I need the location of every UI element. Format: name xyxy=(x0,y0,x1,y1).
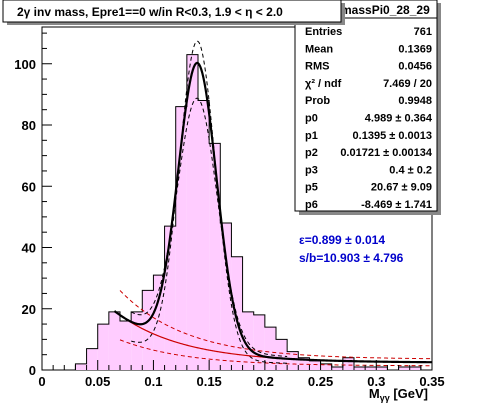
x-axis-label: Mγγ [GeV] xyxy=(369,386,428,403)
histogram-bar xyxy=(97,324,109,370)
histogram-bar xyxy=(331,366,343,370)
x-tick-label: 0.15 xyxy=(196,374,221,389)
y-tick-label: 20 xyxy=(22,302,36,317)
histogram-bar xyxy=(153,275,165,370)
background-lower-band xyxy=(119,339,432,367)
y-tick-label: 100 xyxy=(14,57,36,72)
stats-row-value: 0.1395 ± 0.0013 xyxy=(353,130,432,142)
fit-error-band xyxy=(119,40,433,367)
stats-row-value: 0.1369 xyxy=(398,43,432,55)
histogram-bar xyxy=(320,363,332,370)
y-axis: 0 20 40 60 80 100 xyxy=(14,32,52,378)
histogram-bar xyxy=(253,314,265,370)
x-tick-label: 0.35 xyxy=(419,374,444,389)
histogram-bars xyxy=(42,54,432,371)
histogram-bar xyxy=(186,54,198,370)
stats-row-value: 761 xyxy=(414,26,432,38)
stats-box-panel xyxy=(294,0,438,212)
histogram-bar xyxy=(276,339,288,370)
histogram-bar xyxy=(242,311,254,370)
signal-background-annotation: s/b=10.903 ± 4.796 xyxy=(299,251,404,265)
fit-curves xyxy=(113,61,432,364)
total-fit-curve xyxy=(113,61,432,364)
title-box-panel xyxy=(2,0,342,23)
histogram-bar xyxy=(354,366,366,370)
efficiency-annotation: ε=0.899 ± 0.014 xyxy=(299,233,385,247)
histogram-bar xyxy=(376,366,388,370)
histogram-bar xyxy=(164,226,176,370)
histogram-bar xyxy=(198,100,210,370)
fit-lower-band xyxy=(130,97,288,357)
histogram-bar xyxy=(220,223,232,370)
stats-row-value: 0.9948 xyxy=(398,95,432,107)
title-box: 2γ inv mass, Epre1==0 w/in R<0.3, 1.9 < … xyxy=(2,0,345,25)
stats-row-label: RMS xyxy=(305,61,329,73)
y-tick-label: 40 xyxy=(22,241,36,256)
histogram-bar xyxy=(398,366,410,370)
stats-row-value: 4.989 ± 0.364 xyxy=(365,113,433,125)
histogram-bar xyxy=(142,290,154,370)
x-tick-label: 0.3 xyxy=(367,374,385,389)
stats-row-label: p3 xyxy=(305,164,318,176)
stats-row-value: 20.67 ± 9.09 xyxy=(371,182,432,194)
stats-row-label: Mean xyxy=(305,43,333,55)
y-tick-label: 80 xyxy=(22,118,36,133)
x-tick-label: 0.1 xyxy=(144,374,162,389)
stats-row-label: Prob xyxy=(305,95,330,107)
histogram-bar xyxy=(287,351,299,370)
stats-row-value: 0.0456 xyxy=(398,61,432,73)
histogram-bar xyxy=(120,321,132,370)
histogram-bar xyxy=(131,311,143,370)
x-tick-label: 0.2 xyxy=(256,374,274,389)
stats-row-label: p1 xyxy=(305,130,318,142)
histogram-bar xyxy=(342,357,354,370)
histogram-bar xyxy=(86,348,98,370)
stats-box: massPi0_28_29 Entries 761 Mean 0.1369 RMS 0.0… xyxy=(294,0,441,215)
histogram-bar xyxy=(209,143,221,370)
x-axis: 0 0.05 0.1 0.15 0.2 0.25 0.3 0.35 xyxy=(38,360,445,389)
x-tick-label: 0.05 xyxy=(85,374,110,389)
histogram-bar xyxy=(264,327,276,370)
histogram-bar xyxy=(175,106,187,370)
stats-row-label: p2 xyxy=(305,147,318,159)
histogram-bar xyxy=(75,363,87,370)
stats-row-value: 0.4 ± 0.2 xyxy=(389,164,432,176)
y-tick-label: 60 xyxy=(22,179,36,194)
stats-row-label: χ² / ndf xyxy=(305,78,342,90)
x-tick-label: 0.25 xyxy=(308,374,333,389)
histogram-bar xyxy=(309,360,321,370)
histogram-bar xyxy=(409,366,421,370)
stats-row-value: -8.469 ± 1.741 xyxy=(361,199,432,211)
chart-title: 2γ inv mass, Epre1==0 w/in R<0.3, 1.9 < … xyxy=(17,5,283,19)
stats-row-label: p0 xyxy=(305,113,318,125)
stats-row-label: Entries xyxy=(305,26,342,38)
y-tick-label: 0 xyxy=(29,363,36,378)
fit-upper-band xyxy=(131,40,288,364)
stats-row-value: 7.469 / 20 xyxy=(383,78,432,90)
stats-row-label: p6 xyxy=(305,199,318,211)
background-upper-band xyxy=(119,290,433,360)
histogram-bar xyxy=(108,311,120,370)
stats-row-label: p5 xyxy=(305,182,318,194)
histogram-bar xyxy=(298,357,310,370)
histogram-bar xyxy=(231,256,243,370)
histogram-bar xyxy=(365,366,377,370)
x-tick-label: 0 xyxy=(38,374,45,389)
stats-row-value: 0.01721 ± 0.00134 xyxy=(340,147,433,159)
stats-box-name: massPi0_28_29 xyxy=(341,3,430,17)
